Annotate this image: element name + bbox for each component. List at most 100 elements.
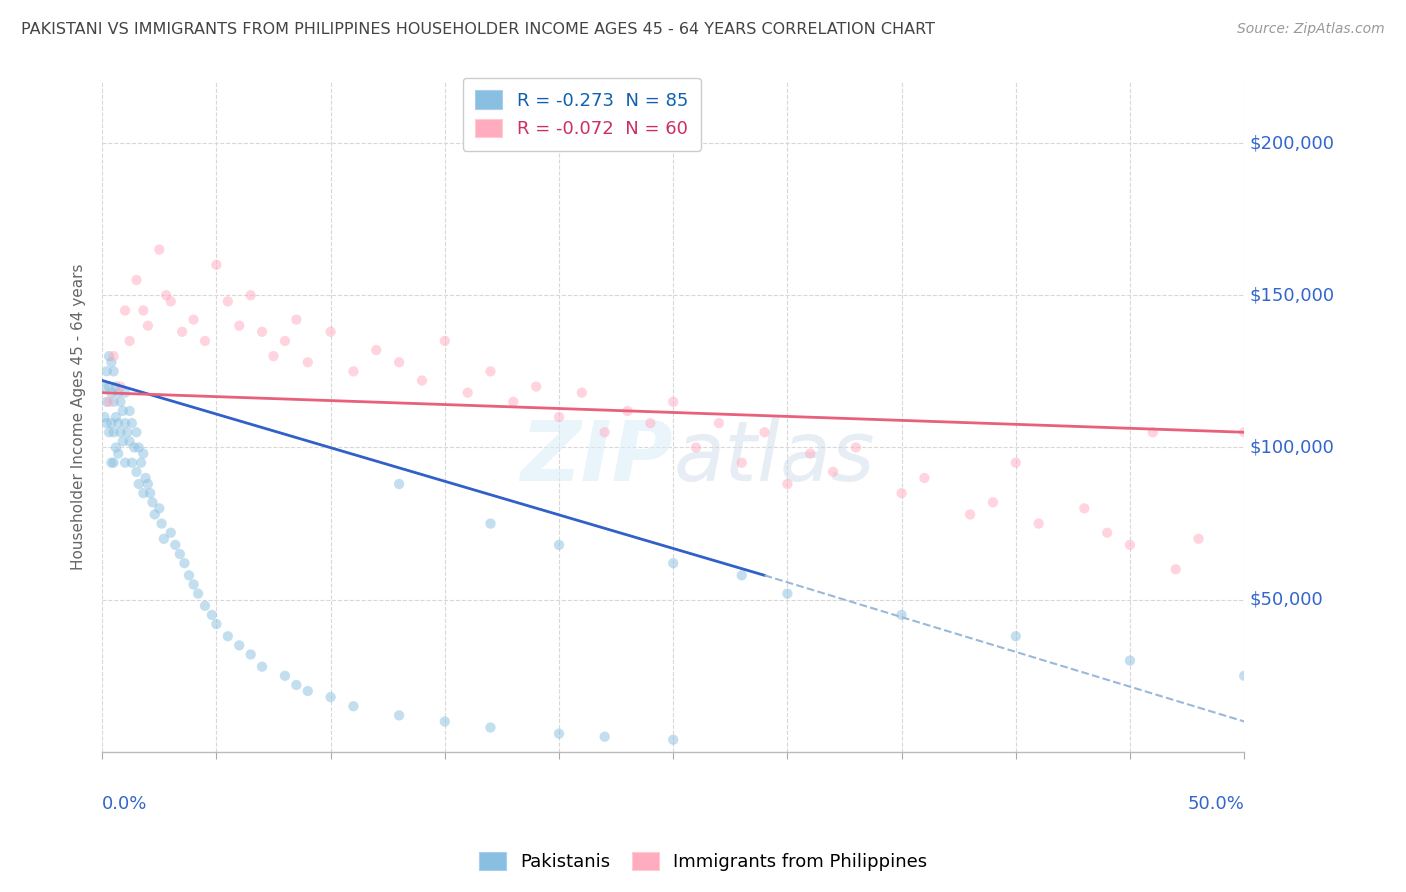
Point	[125, 465, 148, 479]
Point	[274, 334, 297, 348]
Point	[845, 441, 868, 455]
Point	[912, 471, 935, 485]
Point	[285, 678, 308, 692]
Point	[141, 495, 163, 509]
Point	[143, 508, 166, 522]
Point	[731, 568, 754, 582]
Point	[125, 273, 148, 287]
Point	[799, 446, 821, 460]
Point	[100, 416, 122, 430]
Point	[118, 404, 141, 418]
Point	[1004, 629, 1026, 643]
Point	[100, 385, 122, 400]
Point	[502, 394, 524, 409]
Point	[114, 456, 136, 470]
Point	[98, 425, 121, 440]
Point	[117, 425, 139, 440]
Point	[194, 334, 217, 348]
Point	[173, 556, 195, 570]
Point	[239, 648, 262, 662]
Point	[239, 288, 262, 302]
Point	[183, 577, 205, 591]
Point	[433, 714, 456, 729]
Point	[479, 364, 502, 378]
Point	[136, 477, 159, 491]
Point	[823, 465, 845, 479]
Point	[593, 730, 616, 744]
Point	[132, 446, 155, 460]
Point	[411, 374, 433, 388]
Text: ZIP: ZIP	[520, 417, 673, 498]
Point	[890, 607, 912, 622]
Point	[685, 441, 707, 455]
Point	[103, 364, 125, 378]
Point	[662, 732, 685, 747]
Point	[959, 508, 981, 522]
Point	[250, 325, 273, 339]
Point	[342, 364, 364, 378]
Point	[111, 404, 134, 418]
Point	[228, 638, 250, 652]
Text: $150,000: $150,000	[1250, 286, 1336, 304]
Point	[114, 385, 136, 400]
Point	[104, 441, 127, 455]
Point	[104, 410, 127, 425]
Point	[479, 721, 502, 735]
Point	[103, 456, 125, 470]
Point	[1073, 501, 1095, 516]
Point	[121, 416, 143, 430]
Text: 0.0%: 0.0%	[103, 796, 148, 814]
Point	[1233, 425, 1256, 440]
Point	[250, 659, 273, 673]
Point	[107, 446, 129, 460]
Y-axis label: Householder Income Ages 45 - 64 years: Householder Income Ages 45 - 64 years	[72, 264, 86, 570]
Point	[1028, 516, 1050, 531]
Point	[285, 312, 308, 326]
Point	[662, 394, 685, 409]
Point	[111, 434, 134, 449]
Point	[1119, 654, 1142, 668]
Point	[297, 684, 319, 698]
Point	[548, 410, 571, 425]
Point	[132, 303, 155, 318]
Point	[169, 547, 191, 561]
Point	[366, 343, 388, 357]
Point	[433, 334, 456, 348]
Point	[205, 258, 228, 272]
Point	[776, 586, 799, 600]
Point	[524, 379, 547, 393]
Point	[707, 416, 730, 430]
Point	[148, 501, 170, 516]
Point	[159, 294, 181, 309]
Text: $50,000: $50,000	[1250, 591, 1323, 608]
Point	[981, 495, 1004, 509]
Point	[217, 294, 239, 309]
Point	[159, 525, 181, 540]
Point	[139, 486, 162, 500]
Point	[1142, 425, 1164, 440]
Point	[177, 568, 200, 582]
Point	[479, 516, 502, 531]
Point	[93, 410, 115, 425]
Point	[110, 379, 132, 393]
Point	[107, 385, 129, 400]
Point	[103, 394, 125, 409]
Point	[155, 288, 177, 302]
Point	[103, 349, 125, 363]
Point	[548, 538, 571, 552]
Point	[165, 538, 187, 552]
Legend: R = -0.273  N = 85, R = -0.072  N = 60: R = -0.273 N = 85, R = -0.072 N = 60	[463, 78, 702, 151]
Text: atlas: atlas	[673, 417, 875, 498]
Point	[132, 486, 155, 500]
Point	[1095, 525, 1118, 540]
Point	[172, 325, 194, 339]
Point	[128, 477, 150, 491]
Point	[662, 556, 685, 570]
Point	[96, 416, 118, 430]
Point	[1187, 532, 1209, 546]
Point	[150, 516, 173, 531]
Point	[98, 349, 121, 363]
Point	[388, 355, 411, 369]
Point	[890, 486, 912, 500]
Legend: Pakistanis, Immigrants from Philippines: Pakistanis, Immigrants from Philippines	[471, 845, 935, 879]
